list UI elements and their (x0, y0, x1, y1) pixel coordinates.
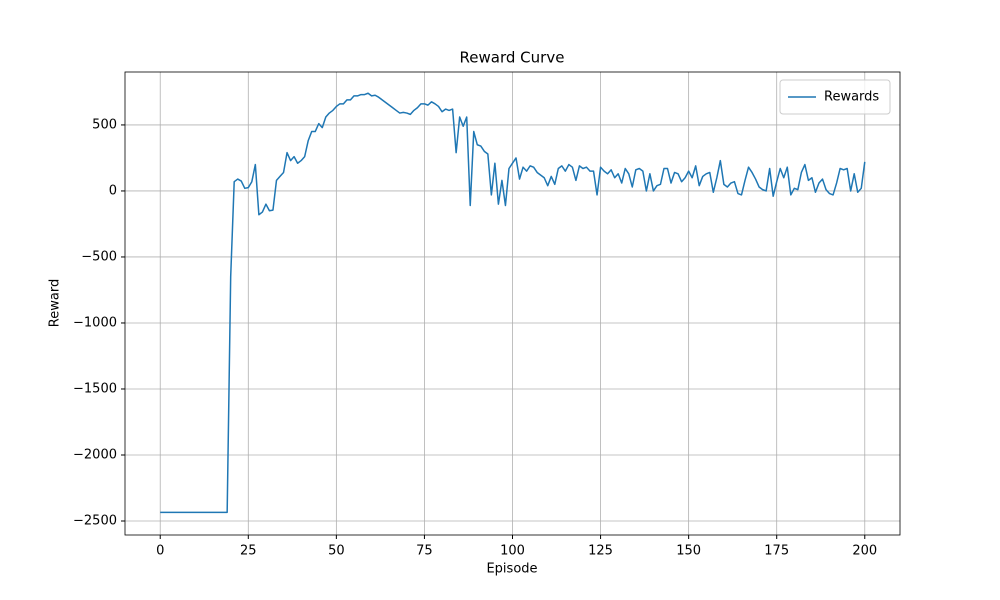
y-tick-label: 0 (109, 183, 117, 198)
x-tick-label: 0 (156, 544, 164, 559)
x-tick-label: 25 (240, 544, 257, 559)
plot-frame (124, 71, 901, 536)
line-series (160, 92, 866, 514)
y-tick-label: −500 (81, 249, 117, 264)
legend-label: Rewards (824, 90, 879, 105)
x-tick-label: 175 (764, 544, 789, 559)
y-tick-label: −2500 (73, 514, 117, 529)
x-tick-label: 75 (416, 544, 433, 559)
x-tick-label: 200 (852, 544, 877, 559)
x-tick-label: 100 (500, 544, 525, 559)
y-tick-label: −1000 (73, 315, 117, 330)
x-axis-label: Episode (486, 562, 537, 577)
y-axis-label: Reward (48, 279, 63, 327)
chart-title: Reward Curve (460, 49, 565, 67)
x-tick-label: 150 (676, 544, 701, 559)
x-tick-label: 125 (588, 544, 613, 559)
y-tick-label: −1500 (73, 381, 117, 396)
y-tick-label: −2000 (73, 447, 117, 462)
legend: Rewards (779, 79, 891, 115)
y-tick-label: 500 (92, 117, 117, 132)
legend-box (779, 79, 891, 115)
x-tick-label: 50 (328, 544, 345, 559)
